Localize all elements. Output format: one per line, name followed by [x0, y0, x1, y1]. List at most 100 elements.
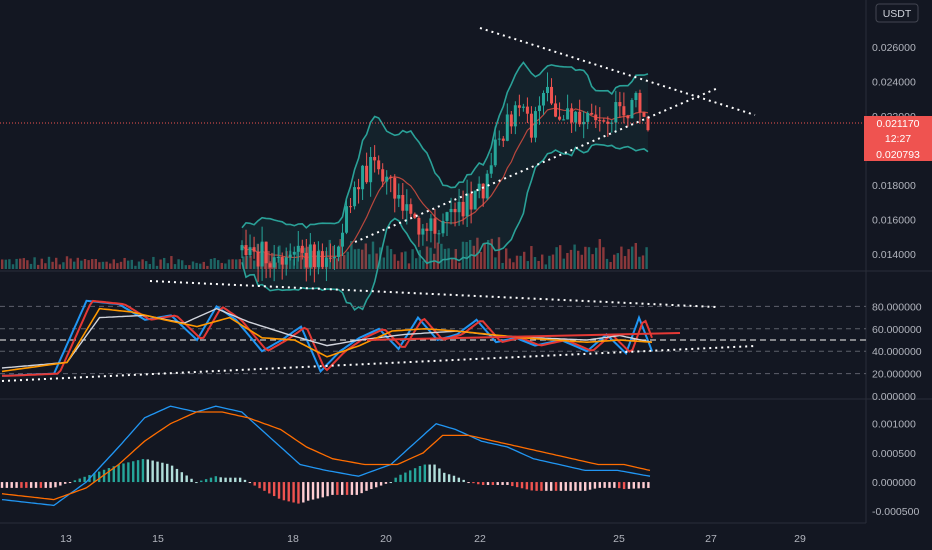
candle[interactable] — [276, 257, 280, 259]
rsi-slow-line[interactable] — [1, 307, 653, 369]
candle[interactable] — [626, 115, 630, 119]
candle[interactable] — [300, 245, 304, 253]
candle[interactable] — [505, 114, 509, 141]
rsi-signal-line[interactable] — [2, 299, 653, 377]
candle[interactable] — [256, 251, 260, 267]
candle[interactable] — [509, 114, 513, 127]
candle[interactable] — [409, 204, 413, 214]
candle[interactable] — [445, 212, 449, 221]
rsi-ma-line[interactable] — [1, 307, 653, 373]
candle[interactable] — [292, 251, 296, 255]
candle[interactable] — [332, 257, 336, 259]
candle[interactable] — [554, 103, 558, 117]
candle[interactable] — [537, 105, 541, 112]
candle[interactable] — [308, 244, 312, 268]
candle[interactable] — [345, 206, 349, 233]
candle[interactable] — [529, 113, 533, 138]
candle[interactable] — [477, 183, 481, 191]
candle[interactable] — [550, 86, 554, 104]
candle[interactable] — [469, 193, 473, 210]
candle[interactable] — [449, 208, 453, 213]
signal-line[interactable] — [1, 411, 651, 501]
candle[interactable] — [614, 102, 618, 123]
candle[interactable] — [381, 169, 385, 182]
candle[interactable] — [260, 241, 264, 267]
candle[interactable] — [622, 106, 626, 116]
candle[interactable] — [280, 257, 284, 265]
candle[interactable] — [497, 138, 501, 140]
candle[interactable] — [349, 206, 353, 208]
candle[interactable] — [304, 252, 308, 268]
candle[interactable] — [357, 187, 361, 190]
candle[interactable] — [489, 165, 493, 174]
candle[interactable] — [630, 100, 634, 119]
candle[interactable] — [610, 122, 614, 124]
candle[interactable] — [473, 190, 477, 210]
candle[interactable] — [320, 251, 324, 267]
candle[interactable] — [252, 247, 256, 252]
candle[interactable] — [248, 247, 252, 256]
candle[interactable] — [369, 156, 373, 183]
candle[interactable] — [586, 112, 590, 122]
rsi-panel[interactable] — [0, 280, 866, 382]
candle[interactable] — [377, 160, 381, 170]
rsi-trendline-upper[interactable] — [149, 280, 717, 308]
candle[interactable] — [594, 114, 598, 121]
candle[interactable] — [361, 165, 365, 190]
candle[interactable] — [328, 257, 332, 259]
candle[interactable] — [365, 165, 369, 183]
candle[interactable] — [533, 111, 537, 138]
candle[interactable] — [429, 218, 433, 231]
candle[interactable] — [485, 173, 489, 199]
candle[interactable] — [602, 120, 606, 122]
candle[interactable] — [336, 246, 340, 258]
candle[interactable] — [546, 86, 550, 94]
candle[interactable] — [582, 121, 586, 125]
candle[interactable] — [324, 257, 328, 267]
candle[interactable] — [525, 106, 529, 114]
bollinger-upper[interactable] — [241, 61, 649, 229]
candle[interactable] — [590, 112, 594, 115]
candle[interactable] — [373, 156, 377, 161]
bollinger-lower[interactable] — [241, 143, 649, 312]
candle[interactable] — [437, 233, 441, 235]
candle[interactable] — [353, 187, 357, 207]
candle[interactable] — [244, 245, 248, 256]
price-panel[interactable] — [1, 27, 756, 312]
candle[interactable] — [413, 213, 417, 218]
candle[interactable] — [606, 121, 610, 124]
candle[interactable] — [268, 263, 272, 268]
candle[interactable] — [405, 204, 409, 211]
candle[interactable] — [441, 220, 445, 234]
candle[interactable] — [425, 228, 429, 231]
candle[interactable] — [397, 194, 401, 199]
candle[interactable] — [618, 102, 622, 107]
candle[interactable] — [312, 244, 316, 268]
candle[interactable] — [562, 119, 566, 121]
candle[interactable] — [521, 106, 525, 108]
candle[interactable] — [417, 217, 421, 235]
candle[interactable] — [453, 208, 457, 213]
candle[interactable] — [481, 183, 485, 199]
currency-button[interactable]: USDT — [875, 3, 919, 23]
candle[interactable] — [393, 177, 397, 199]
candle[interactable] — [240, 245, 244, 251]
candle[interactable] — [570, 108, 574, 123]
candle[interactable] — [288, 254, 292, 258]
candle[interactable] — [513, 105, 517, 127]
candle[interactable] — [401, 194, 405, 211]
candle[interactable] — [296, 245, 300, 252]
candle[interactable] — [574, 111, 578, 123]
candle[interactable] — [461, 201, 465, 217]
candle[interactable] — [541, 93, 545, 106]
candle[interactable] — [598, 120, 602, 122]
candle[interactable] — [558, 116, 562, 120]
candle[interactable] — [433, 218, 437, 234]
rsi-support-line[interactable] — [366, 332, 681, 341]
candle[interactable] — [284, 257, 288, 265]
candle[interactable] — [385, 176, 389, 182]
macd-line[interactable] — [1, 405, 651, 507]
candle[interactable] — [264, 241, 268, 264]
candle[interactable] — [421, 228, 425, 235]
